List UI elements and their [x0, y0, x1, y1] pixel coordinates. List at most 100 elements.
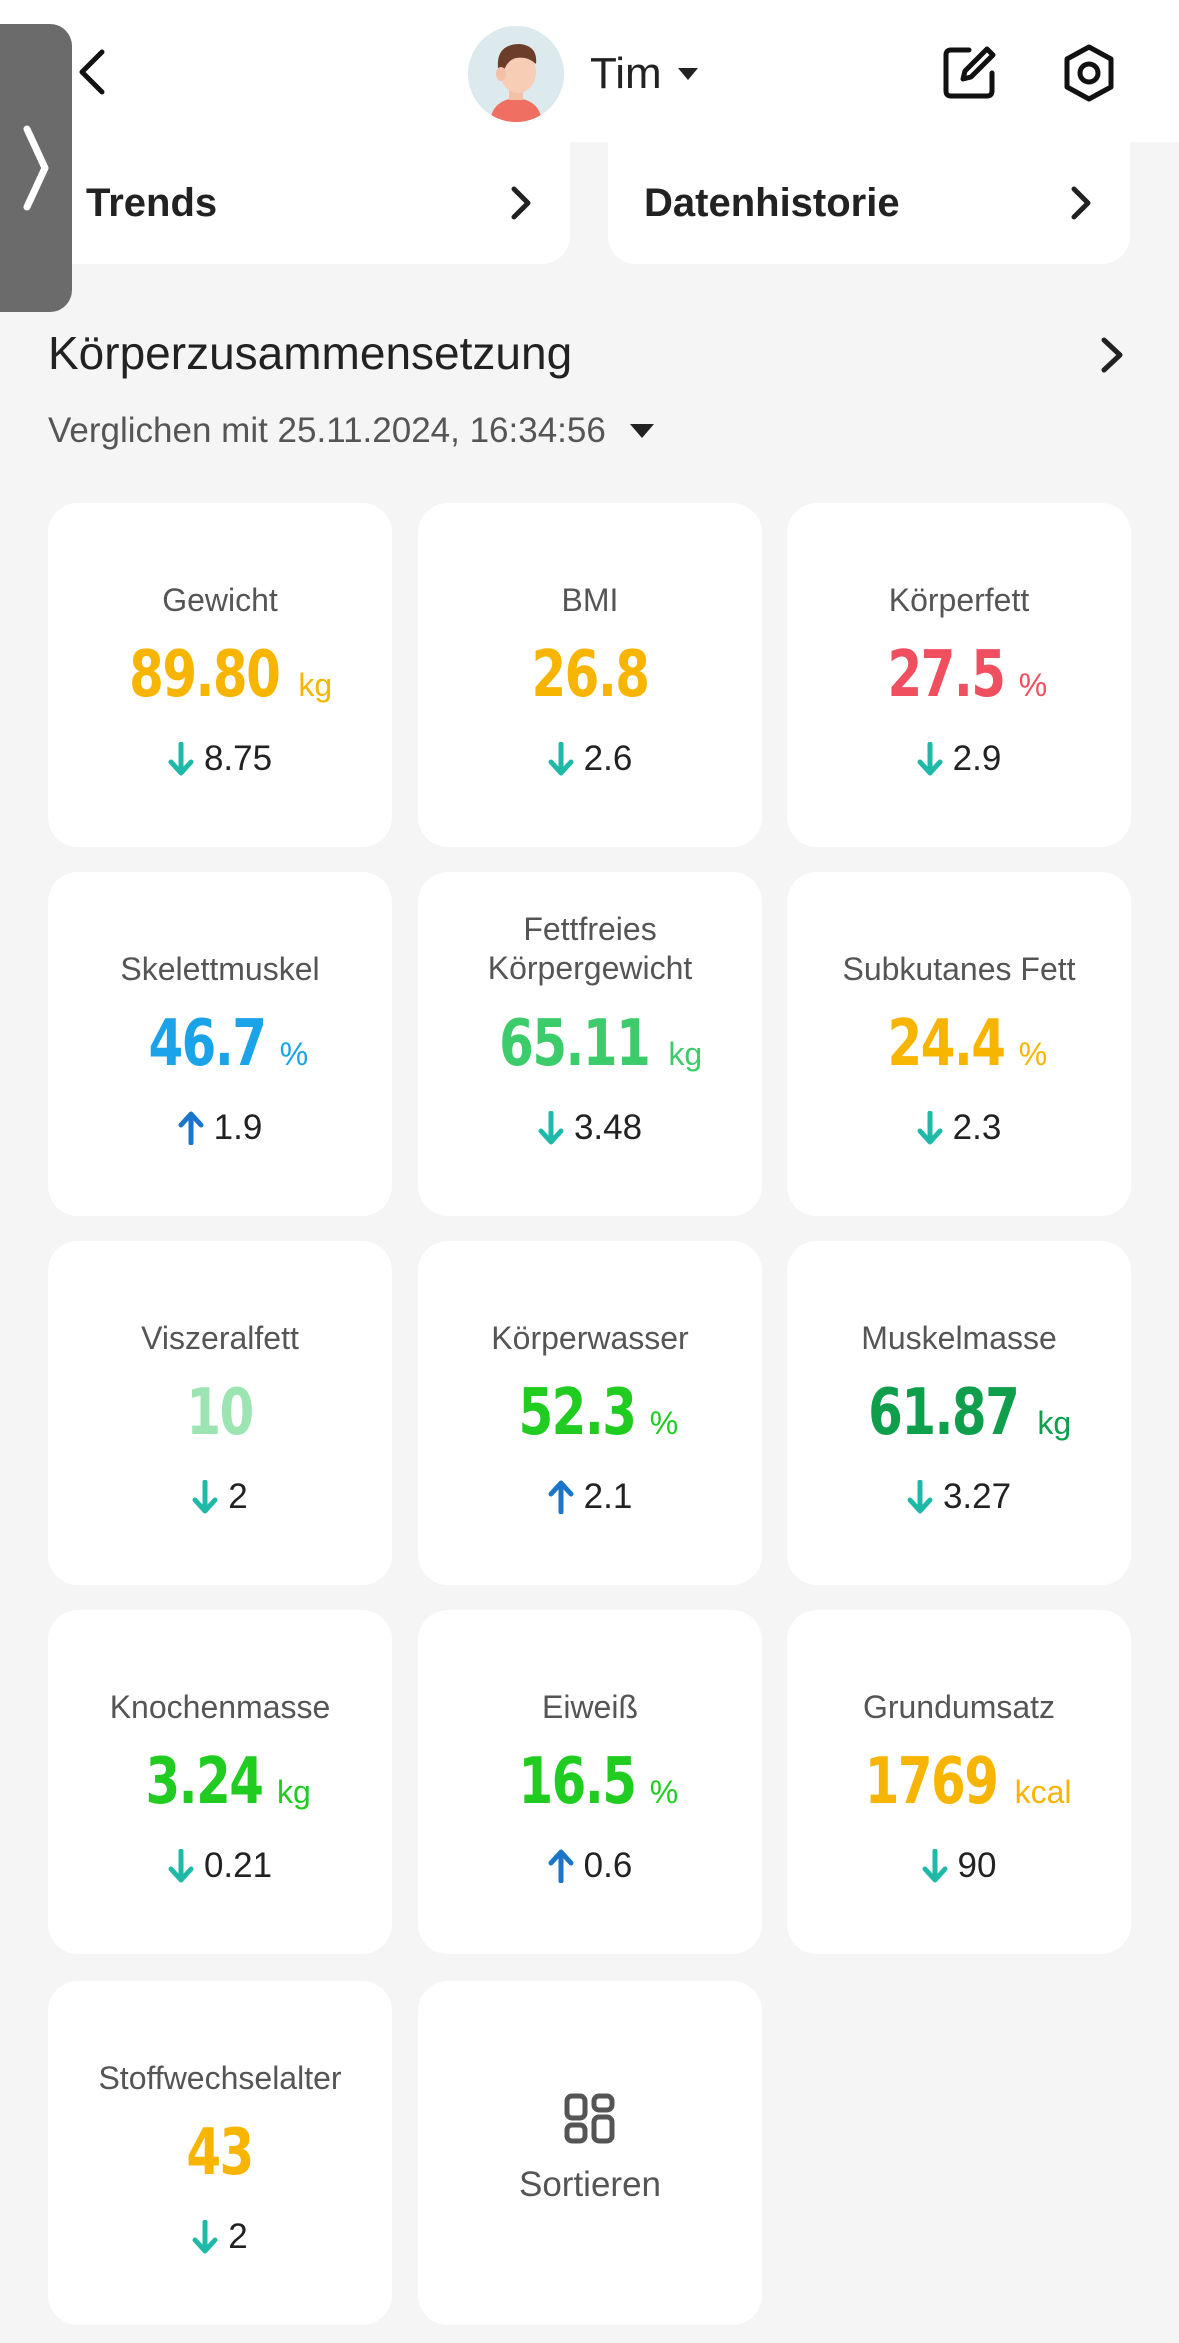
metric-card-stoffwechselalter[interactable]: Stoffwechselalter 43 2 [48, 1981, 392, 2325]
caret-down-icon [677, 68, 698, 80]
metric-card-gewicht[interactable]: Gewicht 89.80 kg 8.75 [48, 503, 392, 847]
metric-label: Körperfett [888, 582, 1030, 618]
metric-card-koerperwasser[interactable]: Körperwasser 52.3% 2.1 [418, 1241, 762, 1585]
metric-value: 10 [186, 1376, 255, 1450]
metric-label: Muskelmasse [861, 1320, 1057, 1356]
metric-label: Knochenmasse [109, 1689, 331, 1725]
metric-label: Skelettmuskel [120, 951, 320, 987]
metric-delta: 2.3 [952, 1108, 1002, 1147]
caret-down-icon [629, 424, 654, 438]
metric-card-subkutanes-fett[interactable]: Subkutanes Fett 24.4% 2.3 [787, 872, 1131, 1216]
metric-label: Körperwasser [491, 1320, 689, 1356]
metric-unit: kg [668, 1036, 703, 1072]
metric-card-grundumsatz[interactable]: Grundumsatz 1769 kcal 90 [787, 1610, 1131, 1954]
chevron-left-icon [79, 49, 105, 95]
settings-button[interactable] [1058, 42, 1120, 104]
data-history-card[interactable]: Datenhistorie [608, 142, 1130, 264]
metric-value: 43 [186, 2116, 255, 2190]
metric-label: Gewicht [162, 582, 278, 618]
profile-name: Tim [590, 49, 662, 98]
metric-value: 89.80 [129, 638, 281, 712]
metric-delta: 2.1 [583, 1477, 633, 1516]
arrow-down-icon [548, 742, 574, 776]
metric-card-koerperfett[interactable]: Körperfett 27.5% 2.9 [787, 503, 1131, 847]
arrow-down-icon [917, 1111, 943, 1145]
comparison-text: Verglichen mit 25.11.2024, 16:34:56 [48, 411, 606, 450]
chevron-right-icon [511, 186, 531, 220]
back-button[interactable] [62, 42, 122, 102]
arrow-down-icon [922, 1849, 948, 1883]
arrow-down-icon [192, 1480, 218, 1514]
metric-value: 16.5 [518, 1745, 636, 1819]
metric-card-skelettmuskel[interactable]: Skelettmuskel 46.7% 1.9 [48, 872, 392, 1216]
arrow-up-icon [548, 1480, 574, 1514]
chevron-right-icon [23, 125, 49, 211]
top-bar: Tim [0, 0, 1179, 142]
arrow-down-icon [917, 742, 943, 776]
metric-card-muskelmasse[interactable]: Muskelmasse 61.87 kg 3.27 [787, 1241, 1131, 1585]
metric-value: 52.3 [518, 1376, 636, 1450]
metric-value: 61.87 [868, 1376, 1020, 1450]
metric-delta: 1.9 [213, 1108, 263, 1147]
arrow-down-icon [168, 742, 194, 776]
sort-button[interactable]: Sortieren [418, 1981, 762, 2325]
trends-card[interactable]: Trends [48, 142, 570, 264]
sort-layout-icon [564, 2093, 615, 2144]
metric-unit: kg [298, 667, 333, 703]
metric-delta: 3.27 [942, 1477, 1012, 1516]
edit-button[interactable] [938, 42, 1000, 104]
section-title[interactable]: Körperzusammensetzung [48, 327, 573, 379]
arrow-down-icon [538, 1111, 564, 1145]
chevron-right-icon[interactable] [1094, 332, 1130, 378]
metric-label: Fettfreies Körpergewicht [487, 911, 693, 986]
metric-value: 65.11 [499, 1007, 651, 1081]
metric-value: 26.8 [531, 638, 650, 712]
metric-unit: % [649, 1774, 679, 1810]
metric-card-knochenmasse[interactable]: Knochenmasse 3.24 kg 0.21 [48, 1610, 392, 1954]
metric-value: 1769 [865, 1745, 999, 1819]
arrow-up-icon [548, 1849, 574, 1883]
metric-unit: kg [277, 1774, 311, 1810]
metric-delta: 0.21 [203, 1846, 273, 1885]
metric-unit: % [1018, 667, 1048, 703]
side-drawer-handle[interactable] [0, 24, 72, 312]
metric-value: 27.5 [887, 638, 1005, 712]
arrow-down-icon [168, 1849, 194, 1883]
trends-label: Trends [86, 180, 218, 225]
metric-card-bmi[interactable]: BMI 26.8 2.6 [418, 503, 762, 847]
profile-switcher[interactable]: Tim [468, 26, 700, 122]
metric-delta: 2.6 [583, 739, 633, 778]
metric-card-fettfreies-koerpergewicht[interactable]: Fettfreies Körpergewicht 65.11 kg 3.48 [418, 872, 762, 1216]
chevron-right-icon [1071, 186, 1091, 220]
metric-unit: % [649, 1405, 679, 1441]
metric-unit: kcal [1014, 1774, 1072, 1810]
comparison-selector[interactable]: Verglichen mit 25.11.2024, 16:34:56 [48, 410, 656, 452]
metric-label: Subkutanes Fett [842, 951, 1076, 987]
metric-card-viszeralfett[interactable]: Viszeralfett 10 2 [48, 1241, 392, 1585]
metric-label: Stoffwechselalter [98, 2060, 342, 2096]
metric-delta: 2.9 [952, 739, 1002, 778]
metric-label: Viszeralfett [141, 1320, 299, 1356]
metric-label: BMI [561, 582, 619, 618]
metric-delta: 8.75 [203, 739, 273, 778]
metric-unit: % [279, 1036, 309, 1072]
metric-card-eiweiss[interactable]: Eiweiß 16.5% 0.6 [418, 1610, 762, 1954]
metric-delta: 3.48 [573, 1108, 643, 1147]
metric-delta: 0.6 [583, 1846, 633, 1885]
metric-unit: % [1018, 1036, 1048, 1072]
sort-label: Sortieren [518, 2165, 662, 2204]
metric-value: 24.4 [887, 1007, 1005, 1081]
arrow-down-icon [192, 2220, 218, 2254]
metric-value: 46.7 [148, 1007, 266, 1081]
metric-label: Eiweiß [541, 1689, 638, 1725]
arrow-up-icon [178, 1111, 204, 1145]
data-history-label: Datenhistorie [644, 180, 900, 225]
edit-icon [943, 46, 996, 99]
metric-value: 3.24 [145, 1745, 264, 1819]
metric-unit: kg [1037, 1405, 1072, 1441]
avatar [468, 26, 564, 122]
metric-label: Grundumsatz [862, 1689, 1056, 1725]
metric-delta: 90 [957, 1846, 997, 1885]
arrow-down-icon [907, 1480, 933, 1514]
settings-icon [1064, 44, 1114, 102]
